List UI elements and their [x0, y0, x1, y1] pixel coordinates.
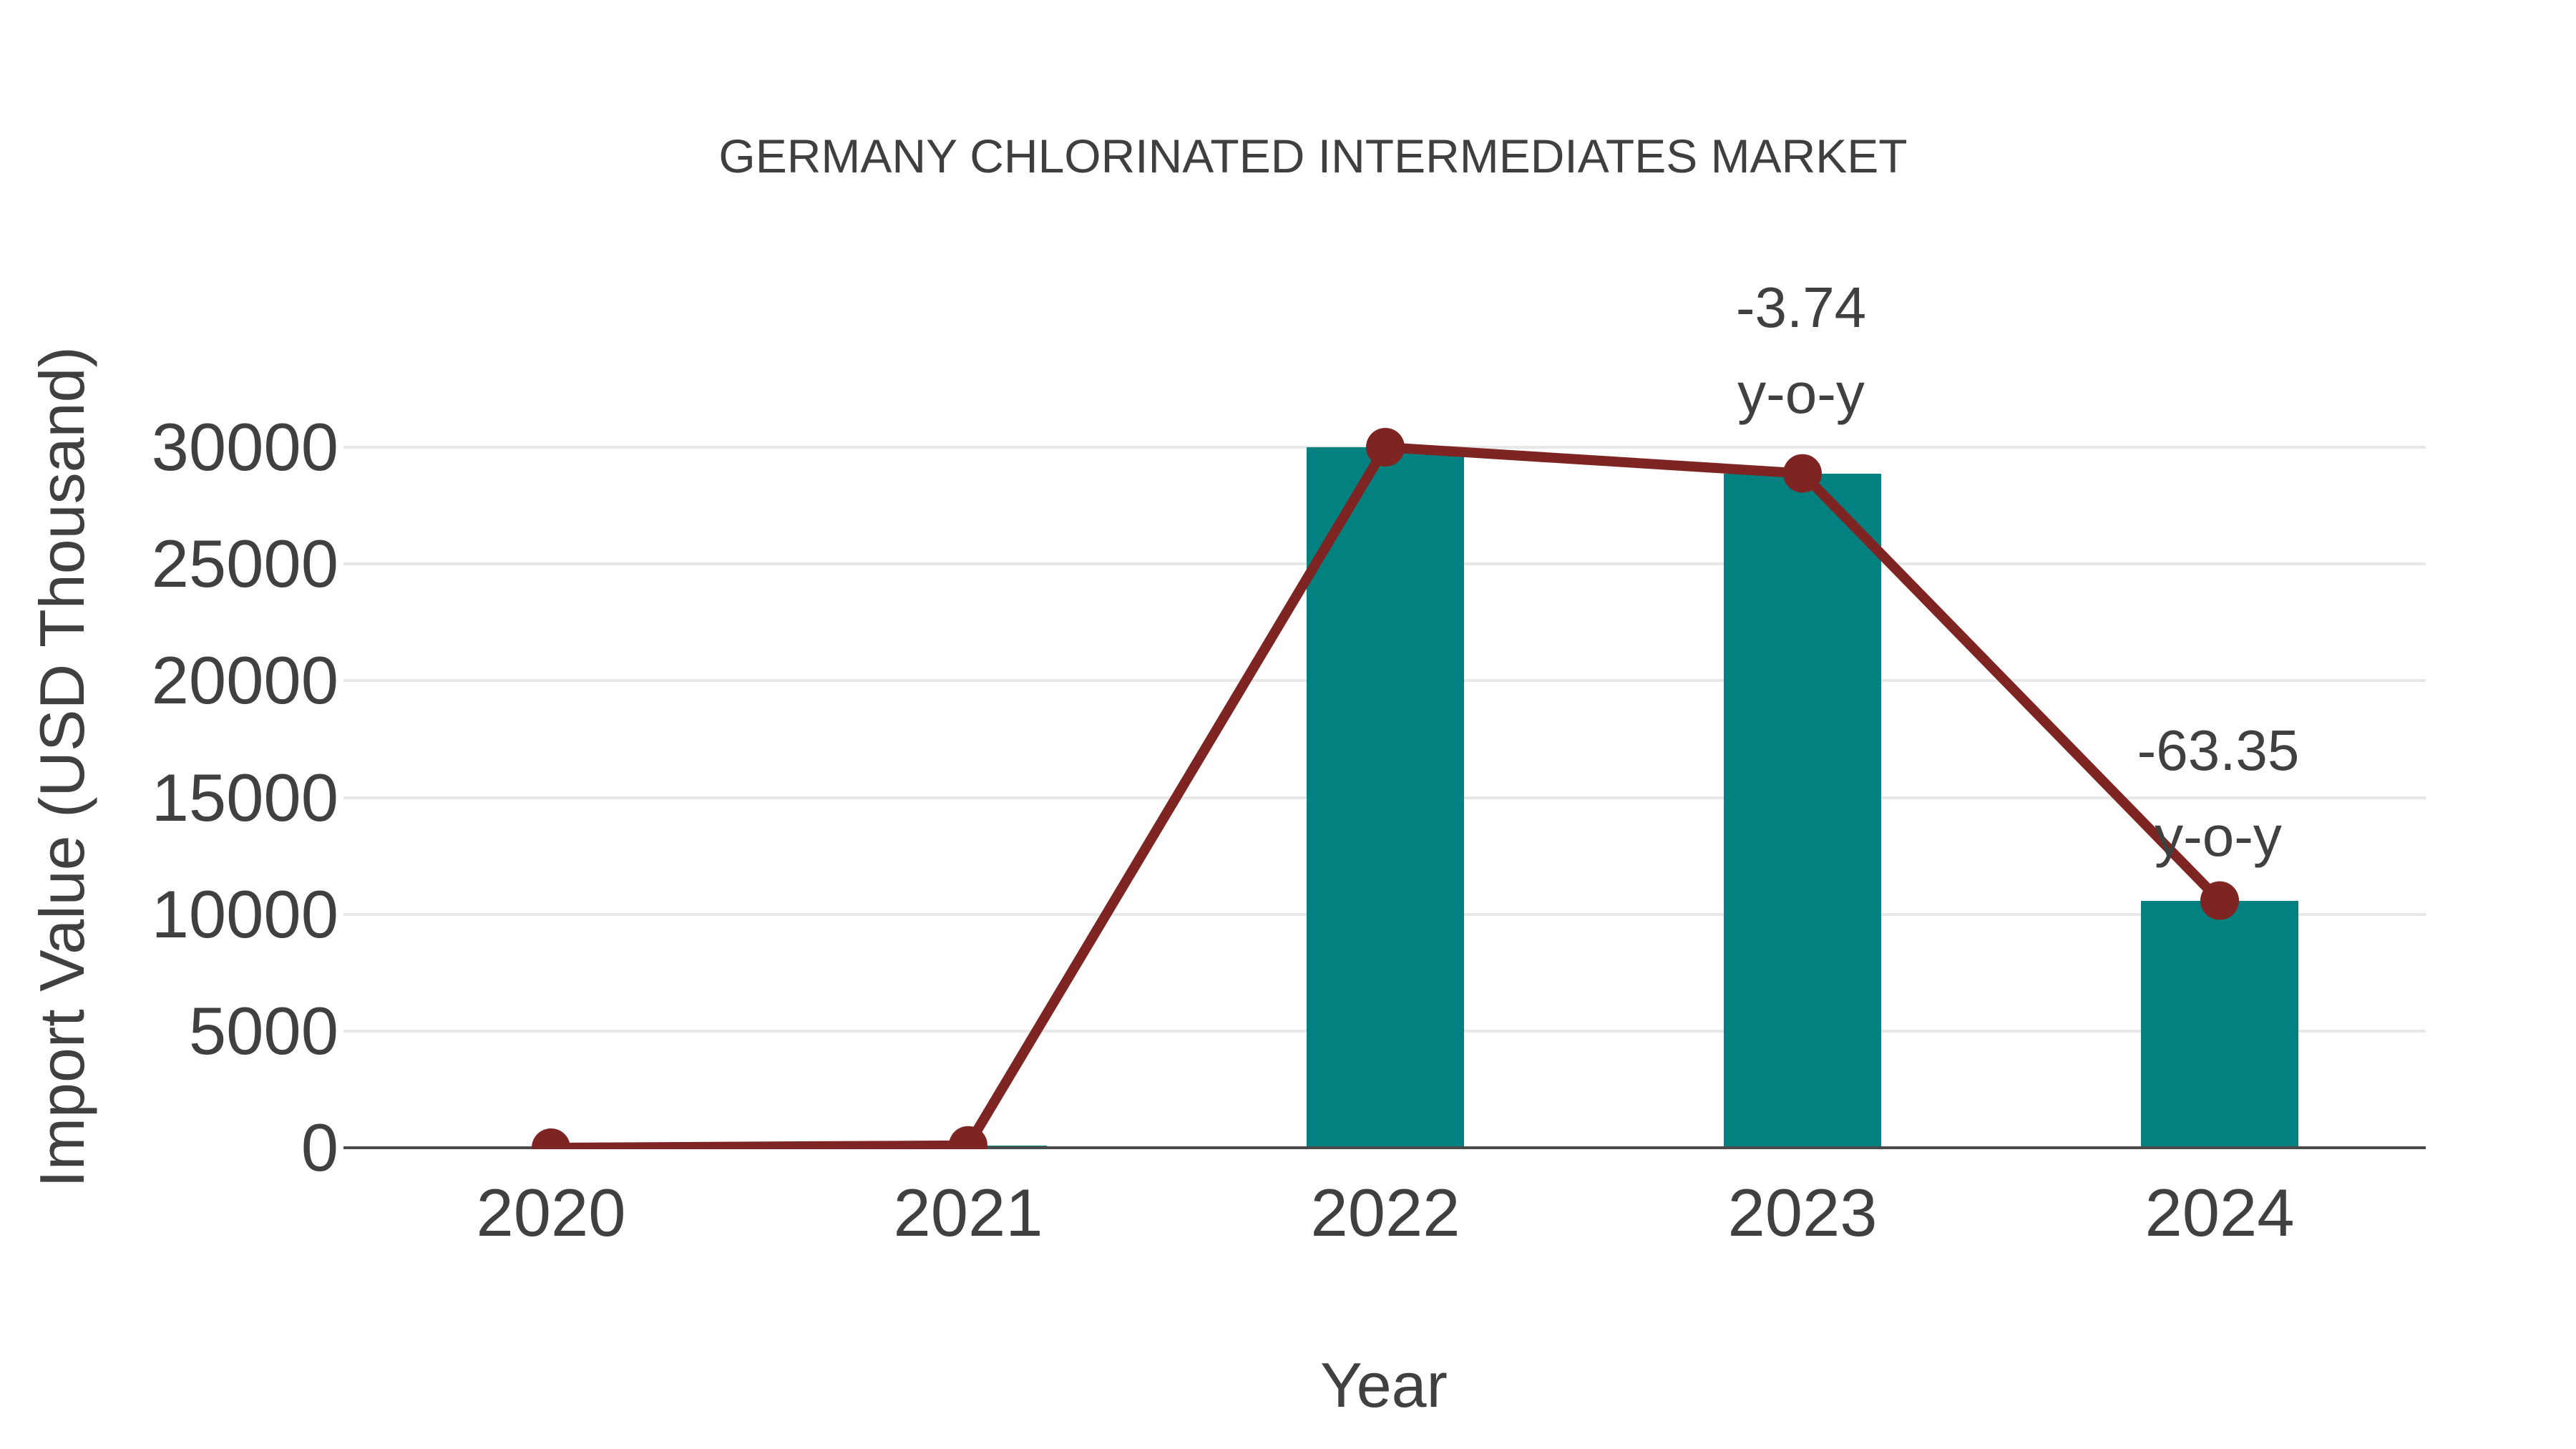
- x-tick-label-2021: 2021: [893, 1175, 1043, 1250]
- data-point-marker-2024: [2200, 881, 2239, 920]
- bar-2023: [1724, 473, 1881, 1149]
- y-tick-label-0: 0: [301, 1110, 338, 1185]
- plot-area: [343, 329, 2426, 1149]
- annotation-2024-label: y-o-y: [2155, 804, 2282, 868]
- y-tick-label-15000: 15000: [151, 759, 338, 835]
- annotation-2023-value: -3.74: [1735, 275, 1867, 339]
- x-tick-label-2020: 2020: [476, 1175, 626, 1250]
- x-tick-label-2023: 2023: [1727, 1175, 1878, 1250]
- annotation-2023-label: y-o-y: [1737, 361, 1865, 425]
- data-point-marker-2020: [532, 1128, 570, 1149]
- x-tick-label-2022: 2022: [1310, 1175, 1460, 1250]
- trend-line-layer: [532, 428, 2239, 1149]
- y-tick-label-10000: 10000: [151, 876, 338, 952]
- data-point-marker-2023: [1783, 454, 1822, 493]
- annotation-2024-yoy: -63.35 y-o-y: [2004, 708, 2433, 879]
- data-point-marker-2021: [949, 1126, 987, 1149]
- bar-2022: [1307, 447, 1464, 1149]
- y-tick-label-20000: 20000: [151, 643, 338, 718]
- y-tick-label-30000: 30000: [151, 409, 338, 484]
- bar-2024: [2141, 900, 2298, 1149]
- x-axis-title: Year: [1320, 1350, 1448, 1420]
- x-tick-label-2024: 2024: [2145, 1175, 2295, 1250]
- y-tick-label-25000: 25000: [151, 526, 338, 602]
- chart-title: GERMANY CHLORINATED INTERMEDIATES MARKET: [718, 130, 1908, 182]
- annotation-2024-value: -63.35: [2137, 718, 2300, 782]
- data-point-marker-2022: [1366, 428, 1405, 467]
- y-tick-label-5000: 5000: [188, 992, 338, 1068]
- trend-line: [550, 442, 2224, 1149]
- x-axis-line: [343, 1146, 2426, 1149]
- annotation-2023-yoy: -3.74 y-o-y: [1586, 265, 2016, 436]
